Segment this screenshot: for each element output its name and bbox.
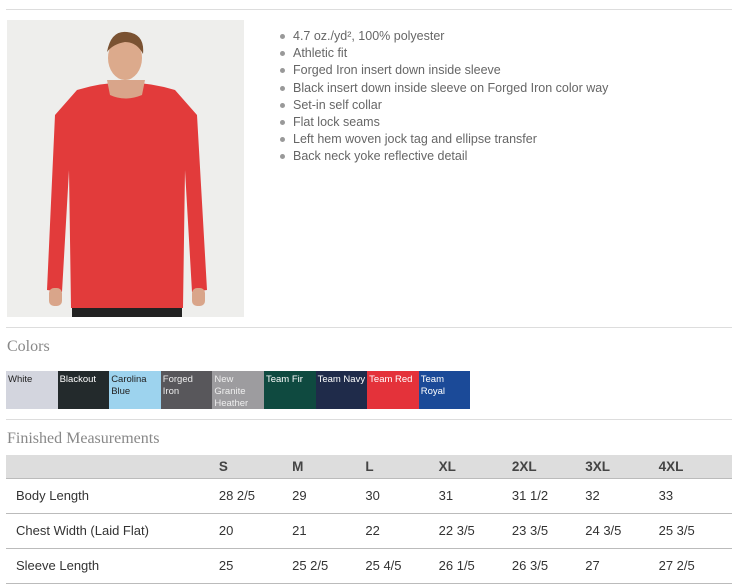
measurement-cell: 24 3/5: [585, 513, 659, 549]
feature-item: 4.7 oz./yd², 100% polyester: [278, 28, 608, 45]
color-swatch[interactable]: Team Red: [367, 371, 419, 409]
size-header: XL: [438, 455, 512, 479]
divider: [6, 327, 732, 328]
measurement-cell: 20: [218, 513, 293, 549]
size-header: S: [218, 455, 293, 479]
measurement-cell: 26 3/5: [511, 548, 586, 584]
colors-heading: Colors: [7, 338, 50, 355]
feature-item: Athletic fit: [278, 45, 608, 62]
top-divider: [6, 9, 732, 10]
product-image: [7, 20, 244, 317]
measurement-cell: 25: [218, 548, 293, 584]
measurements-table: S M L XL 2XL 3XL 4XL Body Length 28 2/5 29 30 31 31 …: [6, 455, 732, 584]
measurement-cell: 22: [365, 513, 439, 549]
measurement-cell: 28 2/5: [218, 478, 293, 514]
measurement-cell: 27 2/5: [658, 548, 732, 584]
size-header: 3XL: [585, 455, 659, 479]
measurements-heading: Finished Measurements: [7, 430, 160, 447]
measurement-cell: 22 3/5: [438, 513, 512, 549]
table-row: Sleeve Length 25 25 2/5 25 4/5 26 1/5 26 3/5 2…: [6, 548, 732, 584]
color-swatches: White Blackout Carolina Blue Forged Iron New…: [6, 371, 471, 409]
feature-item: Back neck yoke reflective detail: [278, 148, 608, 165]
measurement-cell: 32: [585, 478, 659, 514]
measurement-cell: 25 2/5: [292, 548, 366, 584]
divider: [6, 419, 732, 420]
measurement-cell: 25 4/5: [365, 548, 439, 584]
color-swatch[interactable]: New Granite Heather: [212, 371, 264, 409]
color-swatch[interactable]: Forged Iron: [160, 371, 213, 409]
feature-item: Black insert down inside sleeve on Forge…: [278, 80, 608, 97]
color-swatch[interactable]: Team Fir: [263, 371, 316, 409]
row-label: Sleeve Length: [6, 548, 219, 584]
color-swatch[interactable]: Blackout: [57, 371, 110, 409]
measurement-cell: 26 1/5: [438, 548, 512, 584]
color-swatch[interactable]: Team Royal: [418, 371, 471, 409]
size-header: 2XL: [511, 455, 586, 479]
color-swatch[interactable]: Carolina Blue: [109, 371, 161, 409]
measurement-cell: 21: [292, 513, 366, 549]
size-header: 4XL: [658, 455, 732, 479]
measurement-cell: 33: [658, 478, 732, 514]
size-header: L: [365, 455, 439, 479]
feature-list: 4.7 oz./yd², 100% polyester Athletic fit F…: [278, 28, 608, 166]
feature-item: Flat lock seams: [278, 114, 608, 131]
measurement-cell: 23 3/5: [511, 513, 586, 549]
row-label: Body Length: [6, 478, 219, 514]
header-blank: [6, 455, 219, 479]
measurement-cell: 30: [365, 478, 439, 514]
feature-item: Left hem woven jock tag and ellipse tran…: [278, 131, 608, 148]
measurement-cell: 29: [292, 478, 366, 514]
color-swatch[interactable]: Team Navy: [315, 371, 368, 409]
row-label: Chest Width (Laid Flat): [6, 513, 219, 549]
color-swatch[interactable]: White: [6, 371, 58, 409]
size-header: M: [292, 455, 366, 479]
table-row: Body Length 28 2/5 29 30 31 31 1/2 32 33: [6, 478, 732, 514]
measurement-cell: 27: [585, 548, 659, 584]
table-row: Chest Width (Laid Flat) 20 21 22 22 3/5 23 3/…: [6, 513, 732, 549]
feature-item: Set-in self collar: [278, 97, 608, 114]
measurement-cell: 31: [438, 478, 512, 514]
measurement-cell: 31 1/2: [511, 478, 586, 514]
measurement-cell: 25 3/5: [658, 513, 732, 549]
feature-item: Forged Iron insert down inside sleeve: [278, 62, 608, 79]
